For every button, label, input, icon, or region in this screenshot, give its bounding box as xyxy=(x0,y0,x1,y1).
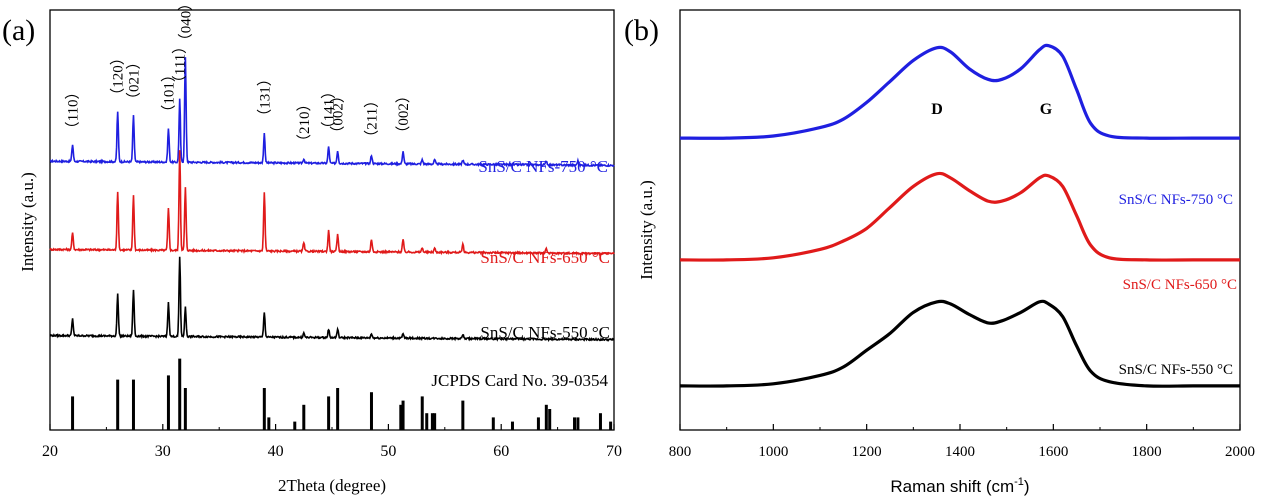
hkl-label-8: （141） xyxy=(321,84,338,137)
x-tick-label-b-2000: 2000 xyxy=(1225,444,1255,460)
hkl-label-6: （131） xyxy=(256,71,273,124)
hkl-label-0: （110） xyxy=(65,84,82,136)
panel-b-plot-area xyxy=(679,43,1240,388)
raman-line-sns-c-nfs-650-c xyxy=(679,171,1240,262)
panel-a-x-axis-label: 2Theta (degree) xyxy=(278,476,386,495)
x-tick-label-a-70: 70 xyxy=(606,443,622,460)
x-tick-label-a-40: 40 xyxy=(268,443,284,460)
x-tick-label-a-20: 20 xyxy=(42,443,58,460)
x-tick-label-b-1400: 1400 xyxy=(945,444,975,460)
hkl-label-10: （211） xyxy=(364,93,381,145)
panel-b-y-axis-label: Intensity (a.u.) xyxy=(637,180,656,280)
x-tick-label-a-30: 30 xyxy=(155,443,171,460)
x-tick-label-b-800: 800 xyxy=(669,444,692,460)
x-tick-label-a-60: 60 xyxy=(493,443,509,460)
panel-b-tag: (b) xyxy=(624,14,659,47)
hkl-label-11: （002） xyxy=(395,88,412,141)
hkl-label-5: （040） xyxy=(177,0,194,48)
x-tick-label-b-1000: 1000 xyxy=(758,444,788,460)
x-tick-label-a-50: 50 xyxy=(380,443,396,460)
peak-d-label: D xyxy=(931,101,943,118)
raman-line-sns-c-nfs-550-c xyxy=(679,299,1240,388)
panel-a-hkl-labels: （110） （120） （021） （101）（111）（040） （131） （210）… xyxy=(65,0,413,149)
panel-a: (a) 20 30 40 50 60 70 （110） （120） （021） （101）（11… xyxy=(2,0,622,495)
peak-g-label: G xyxy=(1040,101,1053,118)
hkl-label-3: （101） xyxy=(160,67,177,120)
x-tick-label-b-1600: 1600 xyxy=(1038,444,1068,460)
panel-a-x-ticks: 20 30 40 50 60 70 xyxy=(42,424,622,460)
series-line-sns-c-nfs-550-c xyxy=(49,256,615,343)
series-line-sns-c-nfs-750-c xyxy=(49,57,615,168)
panel-a-plot-area xyxy=(49,57,615,430)
label-550-a: SnS/C NFs-550 °C xyxy=(480,323,610,342)
x-axis-label-main: Raman shift (cm xyxy=(890,477,1014,496)
hkl-label-1: （120） xyxy=(110,50,127,103)
panel-b-x-ticks: 800 1000 1200 1400 1600 1800 2000 xyxy=(669,424,1255,460)
series-line-sns-c-nfs-650-c xyxy=(49,150,615,257)
hkl-label-2: （021） xyxy=(126,54,143,107)
label-jcpds: JCPDS Card No. 39-0354 xyxy=(431,371,608,390)
hkl-label-9: （002） xyxy=(330,88,347,141)
panel-a-y-axis-label: Intensity (a.u.) xyxy=(18,172,37,272)
x-tick-label-b-1800: 1800 xyxy=(1132,444,1162,460)
raman-line-sns-c-nfs-750-c xyxy=(679,43,1240,140)
panel-b-x-axis-label: Raman shift (cm-1) xyxy=(890,476,1029,496)
label-750-b: SnS/C NFs-750 °C xyxy=(1119,192,1233,208)
x-tick-label-b-1200: 1200 xyxy=(852,444,882,460)
x-axis-label-superscript: -1 xyxy=(1014,476,1024,488)
label-650-a: SnS/C NFs-650 °C xyxy=(480,248,610,267)
label-550-b: SnS/C NFs-550 °C xyxy=(1119,362,1233,378)
label-650-b: SnS/C NFs-650 °C xyxy=(1123,277,1237,293)
x-axis-label-close: ) xyxy=(1024,477,1030,496)
hkl-label-4: （111） xyxy=(172,39,189,90)
panel-a-tag: (a) xyxy=(2,14,35,47)
panel-b: (b) 800 1000 1200 1400 1600 1800 2000 Intensit… xyxy=(624,9,1255,496)
hkl-label-7: （210） xyxy=(296,96,313,149)
label-750-a: SnS/C NFs-750 °C xyxy=(478,157,608,176)
